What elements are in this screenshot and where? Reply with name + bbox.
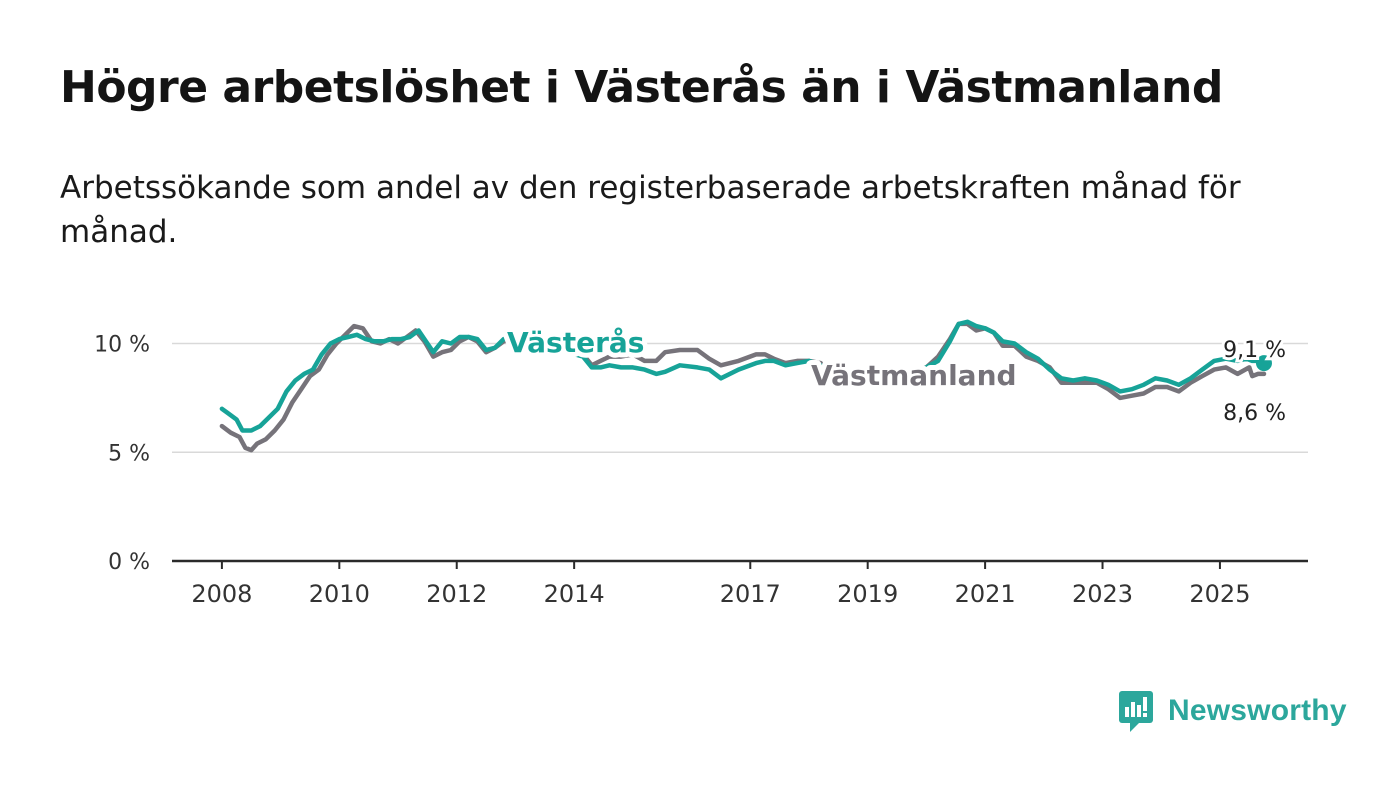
x-tick-label: 2017 — [720, 580, 781, 608]
end-point-marker — [1255, 355, 1272, 372]
series-group — [219, 319, 1272, 453]
series-labels: Västerås Västmanland 9,1 % 8,6 % — [502, 321, 1289, 429]
series-label-vasteras: Västerås — [507, 326, 644, 359]
series-line-västerås — [219, 319, 1267, 433]
series-label-vastmanland: Västmanland — [811, 359, 1017, 392]
x-axis: 2008 2010 2012 2014 2017 2019 2021 2023 2025 — [172, 559, 1308, 608]
newsworthy-brand: Newsworthy — [1118, 689, 1347, 733]
end-label-vasteras: 9,1 % — [1223, 338, 1286, 363]
x-tick-label: 2025 — [1189, 580, 1250, 608]
grid-lines — [172, 342, 1308, 453]
y-tick-label: 5 % — [108, 441, 150, 466]
x-tick-label: 2014 — [544, 580, 605, 608]
end-label-vastmanland: 8,6 % — [1223, 401, 1286, 426]
y-tick-label: 10 % — [94, 333, 150, 358]
chart-title: Högre arbetslöshet i Västerås än i Västm… — [60, 62, 1223, 113]
y-tick-label: 0 % — [108, 550, 150, 575]
x-tick-label: 2023 — [1072, 580, 1133, 608]
x-tick-label: 2021 — [955, 580, 1016, 608]
x-tick-label: 2019 — [837, 580, 898, 608]
newsworthy-logo-icon — [1119, 691, 1153, 732]
x-tick-label: 2008 — [191, 580, 252, 608]
y-axis-ticks: 0 % 5 % 10 % — [94, 333, 150, 576]
x-tick-label: 2012 — [426, 580, 487, 608]
chart-subtitle: Arbetssökande som andel av den registerb… — [60, 170, 1241, 250]
brand-name: Newsworthy — [1168, 694, 1347, 727]
line-chart: 0 %5 %10 % 2008 2010 2012 2014 2017 2019 2021 2… — [94, 319, 1308, 608]
x-tick-label: 2010 — [309, 580, 370, 608]
